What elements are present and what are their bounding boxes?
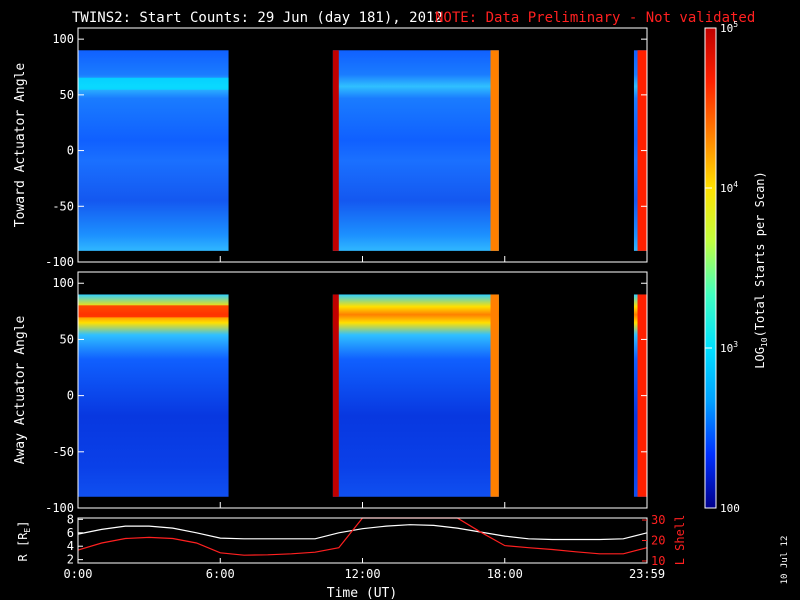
orbit-lines: [77, 517, 648, 556]
x-tick-label: 0:00: [64, 567, 93, 581]
x-tick-label: 23:59: [629, 567, 665, 581]
heatmap-data-block: [332, 294, 499, 497]
left-y-tick-label: 6: [67, 526, 74, 540]
y-tick-label: 50: [60, 332, 74, 346]
colorbar-gradient: [704, 27, 717, 509]
orbit-right-y-label: L Shell: [673, 515, 687, 566]
x-tick-label: 6:00: [206, 567, 235, 581]
away-y-ticks: 100 50 0 -50 -100: [45, 276, 647, 515]
toward-angle-panel: 100 50 0 -50 -100 Toward Actuator Angle: [13, 27, 648, 269]
y-tick-label: 50: [60, 88, 74, 102]
colorbar-tick-label: 103: [720, 340, 738, 355]
left-y-tick-label: 8: [67, 512, 74, 526]
away-angle-panel: 100 50 0 -50 -100 Away Actuator Angle: [13, 271, 648, 515]
y-tick-label: -100: [45, 501, 74, 515]
heatmap-band: [78, 77, 229, 90]
l-shell-line: [77, 517, 648, 556]
colorbar-label: LOG10(Total Starts per Scan): [753, 171, 769, 369]
heatmap-data-block: [78, 294, 229, 497]
x-tick-label: 18:00: [487, 567, 523, 581]
y-tick-label: -50: [52, 445, 74, 459]
away-y-label: Away Actuator Angle: [13, 315, 28, 464]
preliminary-note: NOTE: Data Preliminary - Not validated: [435, 10, 755, 26]
left-y-tick-label: 2: [67, 553, 74, 567]
x-axis-label: Time (UT): [327, 586, 397, 600]
chart-title: TWINS2: Start Counts: 29 Jun (day 181), …: [72, 10, 443, 26]
date-stamp: 10 Jul 12: [780, 536, 790, 585]
orbit-panel-frame: [77, 517, 648, 564]
y-tick-label: -100: [45, 255, 74, 269]
orbit-left-y-label: R [RE]: [16, 521, 32, 562]
r-distance-line: [77, 524, 648, 541]
toward-y-label: Toward Actuator Angle: [13, 63, 28, 228]
left-y-tick-label: 4: [67, 539, 74, 553]
heatmap-edge-stripe: [332, 294, 339, 497]
colorbar-tick-label: 105: [720, 20, 738, 35]
y-tick-label: -50: [52, 199, 74, 213]
toward-x-ticks: [77, 256, 648, 262]
colorbar-ticks: 100 103 104 105: [705, 20, 740, 515]
colorbar: 100 103 104 105 LOG10(Total Starts per Scan…: [704, 20, 769, 515]
orbit-x-ticks: 0:00 6:00 12:00 18:00 23:59: [64, 558, 665, 581]
heatmap-edge-stripe: [490, 294, 499, 497]
y-tick-label: 0: [67, 389, 74, 403]
orbit-right-y-ticks: 30 20 10: [642, 513, 665, 568]
right-y-tick-label: 30: [651, 513, 665, 527]
heatmap-band: [78, 305, 229, 318]
heatmap-edge-stripe: [490, 50, 499, 251]
right-y-tick-label: 10: [651, 554, 665, 568]
away-heatmap: [78, 294, 647, 497]
colorbar-tick-label: 104: [720, 180, 738, 195]
heatmap-data-block: [332, 50, 499, 251]
toward-y-ticks: 100 50 0 -50 -100: [45, 32, 647, 269]
colorbar-tick-label: 100: [720, 502, 740, 515]
x-tick-label: 12:00: [344, 567, 380, 581]
toward-heatmap: [78, 50, 647, 251]
y-tick-label: 100: [52, 276, 74, 290]
away-x-ticks: [77, 502, 648, 508]
y-tick-label: 0: [67, 144, 74, 158]
y-tick-label: 100: [52, 32, 74, 46]
heatmap-edge-stripe: [332, 50, 339, 251]
right-y-tick-label: 20: [651, 534, 665, 548]
